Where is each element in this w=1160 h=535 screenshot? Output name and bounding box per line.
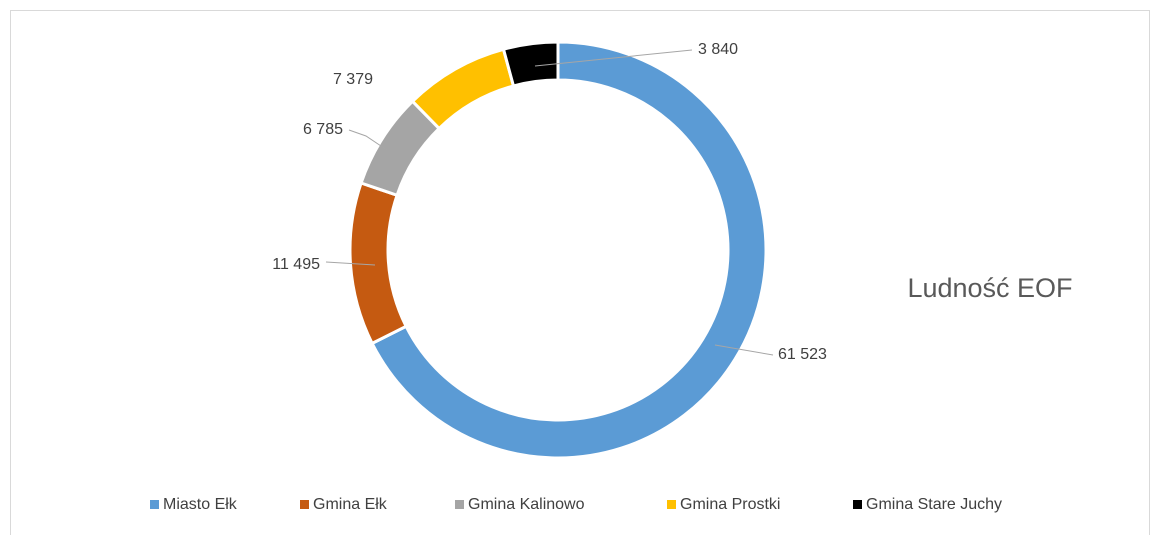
data-label: 6 785 [303,121,343,138]
data-label: 3 840 [698,41,738,58]
legend-marker [300,500,309,509]
donut-segment [501,40,560,88]
data-label: 7 379 [333,71,373,88]
data-label: 11 495 [272,256,320,273]
legend-label: Gmina Ełk [313,496,388,513]
legend-marker [150,500,159,509]
donut-segment [348,181,409,346]
leader-line [534,49,693,67]
chart-title: Ludność EOF [907,273,1072,303]
chart-border [10,10,1150,535]
donut-segment [410,47,516,131]
legend-label: Gmina Kalinowo [468,496,585,513]
legend-label: Miasto Ełk [163,496,238,513]
leader-line [714,344,774,356]
legend-marker [455,500,464,509]
donut-segment [370,40,768,460]
legend-marker [667,500,676,509]
legend-label: Gmina Prostki [680,496,780,513]
leader-line [325,261,376,266]
legend-marker [853,500,862,509]
data-label: 61 523 [778,346,827,363]
legend-label: Gmina Stare Juchy [866,496,1002,513]
leader-line [348,129,388,151]
